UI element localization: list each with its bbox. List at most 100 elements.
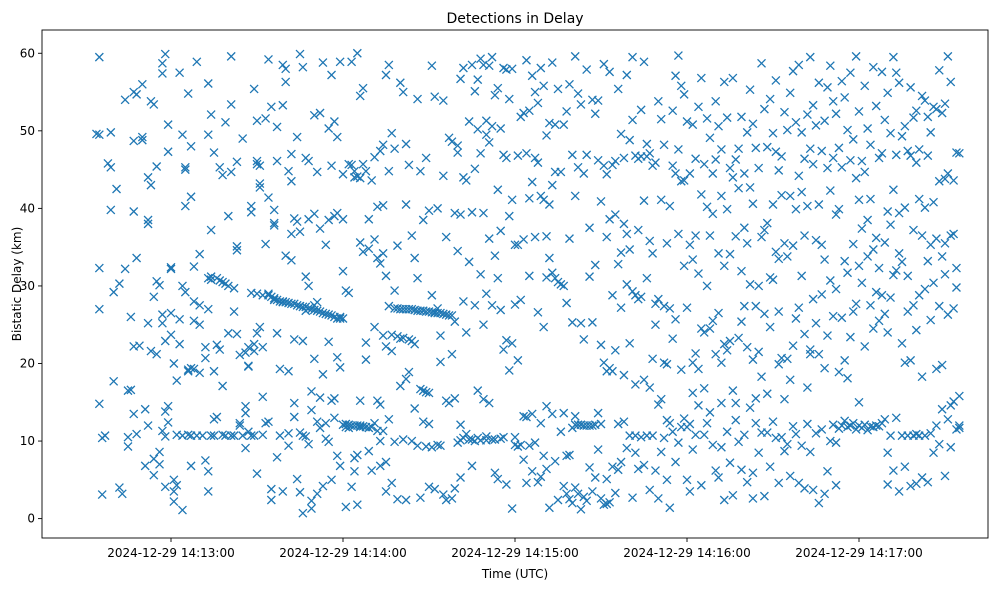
data-point (424, 482, 434, 492)
data-point (734, 183, 744, 193)
data-point (243, 427, 253, 437)
data-point (774, 359, 784, 369)
data-point (137, 135, 147, 145)
data-point (415, 166, 425, 176)
data-point (630, 379, 640, 389)
data-point (877, 67, 887, 77)
data-point (765, 94, 775, 104)
data-point (324, 215, 334, 225)
data-point (530, 87, 540, 97)
data-point (725, 458, 735, 468)
data-point (329, 117, 339, 126)
data-point (699, 159, 709, 169)
data-point (504, 366, 514, 375)
data-point (673, 51, 683, 61)
data-point (903, 271, 913, 281)
data-point (808, 100, 818, 110)
data-point (920, 284, 930, 294)
data-point (737, 465, 746, 475)
data-point (590, 473, 600, 482)
data-point (384, 301, 394, 311)
data-point (481, 130, 491, 140)
data-point (565, 79, 574, 89)
data-point (221, 117, 230, 127)
data-point (464, 117, 474, 126)
data-point (854, 195, 864, 205)
data-point (169, 497, 179, 507)
data-point (436, 441, 445, 451)
data-point (642, 273, 652, 283)
data-point (390, 286, 400, 296)
data-point (223, 281, 233, 291)
data-point (857, 224, 867, 234)
data-point (536, 191, 546, 201)
data-point (777, 151, 787, 161)
data-point (909, 300, 918, 310)
data-point (215, 345, 225, 354)
data-point (278, 100, 288, 110)
data-point (742, 238, 752, 248)
data-point (461, 328, 471, 337)
data-point (178, 130, 187, 140)
data-point (811, 318, 821, 328)
data-point (785, 471, 795, 481)
data-point (880, 115, 890, 125)
data-point (238, 431, 248, 441)
data-point (734, 333, 744, 343)
data-point (189, 316, 199, 326)
data-point (470, 300, 480, 310)
data-point (415, 493, 425, 503)
data-point (814, 200, 824, 209)
data-point (272, 122, 282, 132)
data-point (292, 132, 302, 142)
data-point (739, 301, 749, 311)
data-point (630, 290, 640, 300)
data-point (358, 421, 368, 431)
data-point (427, 290, 437, 300)
data-point (708, 316, 718, 326)
data-point (272, 156, 282, 166)
data-point (868, 245, 878, 254)
data-point (716, 144, 726, 154)
data-point (949, 303, 959, 313)
data-point (473, 124, 483, 134)
data-point (797, 441, 807, 451)
data-point (318, 308, 328, 318)
data-point (536, 472, 546, 482)
data-point (782, 252, 792, 261)
data-point (748, 355, 758, 365)
data-point (378, 426, 388, 436)
data-point (229, 431, 239, 441)
data-point (897, 338, 907, 348)
data-point (937, 252, 947, 261)
data-point (206, 272, 216, 282)
data-point (94, 304, 104, 314)
y-tick-label: 20 (20, 356, 35, 370)
data-point (817, 424, 827, 434)
data-point (410, 339, 420, 349)
data-point (226, 431, 236, 441)
data-point (734, 144, 744, 154)
data-point (298, 302, 308, 312)
data-point (774, 478, 784, 488)
data-point (544, 200, 554, 209)
data-point (845, 332, 855, 342)
data-point (868, 324, 878, 334)
data-point (780, 238, 789, 248)
data-point (418, 417, 428, 427)
data-point (682, 475, 692, 485)
data-point (315, 423, 325, 433)
data-point (218, 381, 228, 391)
data-point (567, 150, 577, 160)
data-point (794, 171, 804, 181)
data-point (479, 208, 488, 218)
data-point (619, 219, 629, 229)
data-point (246, 431, 256, 441)
data-point (479, 320, 488, 330)
data-point (751, 143, 761, 153)
data-point (278, 60, 288, 70)
data-point (576, 504, 586, 514)
data-point (886, 220, 895, 230)
data-point (166, 262, 176, 272)
data-point (266, 495, 276, 505)
